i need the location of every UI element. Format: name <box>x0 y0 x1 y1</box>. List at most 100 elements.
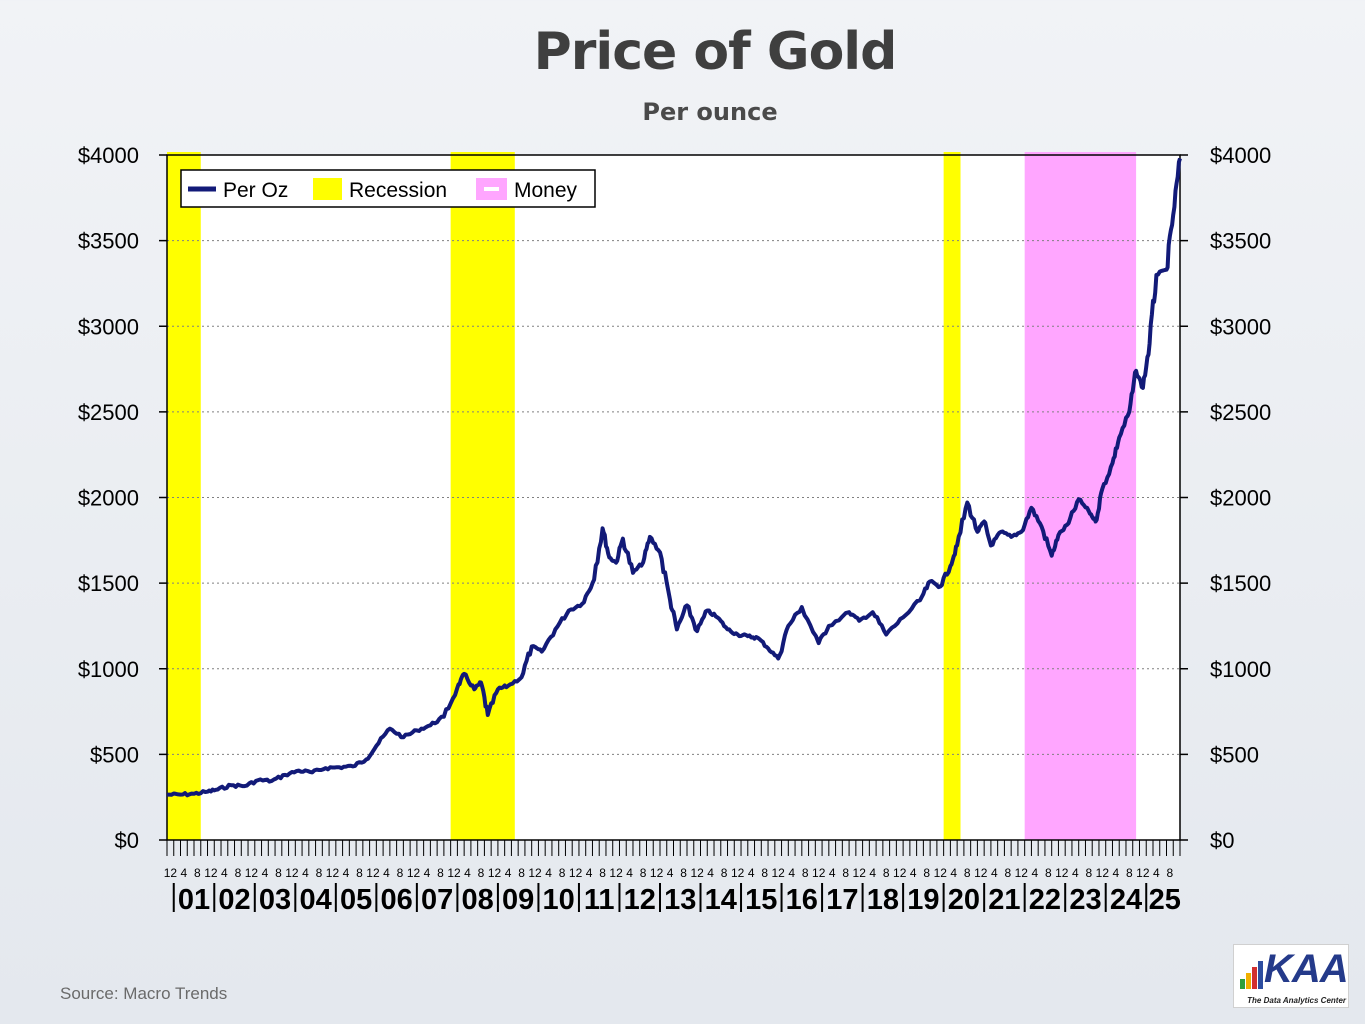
y-tick-label-left: $500 <box>90 742 139 767</box>
y-tick-label-right: $1500 <box>1210 571 1271 596</box>
legend-label-money: Money <box>514 179 578 202</box>
x-year-label: 01 <box>178 884 210 916</box>
x-year-label: 04 <box>299 884 331 916</box>
x-month-label: 12 <box>528 866 542 880</box>
x-month-label: 4 <box>383 866 390 880</box>
y-tick-label-right: $2500 <box>1210 400 1271 425</box>
legend <box>180 169 596 208</box>
x-month-label: 12 <box>366 866 380 880</box>
x-month-label: 4 <box>505 866 512 880</box>
x-month-label: 4 <box>464 866 471 880</box>
y-tick-label-left: $2000 <box>78 486 139 511</box>
x-month-label: 12 <box>853 866 867 880</box>
x-year-label: 19 <box>907 884 939 916</box>
x-year-label: 15 <box>745 884 777 916</box>
x-month-label: 12 <box>690 866 704 880</box>
kaa-logo: KAA The Data Analytics Center <box>1233 944 1349 1008</box>
x-year-label: 24 <box>1110 884 1142 916</box>
x-month-label: 4 <box>262 866 269 880</box>
legend-label-per-oz: Per Oz <box>223 179 288 202</box>
y-tick-label-right: $4000 <box>1210 143 1271 168</box>
x-month-label: 4 <box>788 866 795 880</box>
x-year-label: 09 <box>502 884 534 916</box>
y-tick-label-right: $3500 <box>1210 229 1271 254</box>
x-month-label: 12 <box>974 866 988 880</box>
x-month-label: 12 <box>934 866 948 880</box>
x-month-label: 4 <box>991 866 998 880</box>
x-month-label: 4 <box>302 866 309 880</box>
x-month-label: 4 <box>707 866 714 880</box>
x-month-label: 4 <box>424 866 431 880</box>
y-tick-label-left: $3500 <box>78 229 139 254</box>
x-month-label: 8 <box>437 866 444 880</box>
x-month-label: 8 <box>194 866 201 880</box>
x-month-label: 4 <box>829 866 836 880</box>
x-month-label: 12 <box>164 866 178 880</box>
x-month-label: 12 <box>1015 866 1029 880</box>
x-month-label: 8 <box>397 866 404 880</box>
x-year-label: 06 <box>380 884 412 916</box>
y-tick-label-left: $3000 <box>78 314 139 339</box>
x-month-label: 8 <box>1085 866 1092 880</box>
chart-subtitle: Per ounce <box>642 98 778 126</box>
x-month-label: 12 <box>1096 866 1110 880</box>
legend-money-mark <box>484 187 499 191</box>
series-line-per-oz <box>167 157 1182 798</box>
x-year-label: 25 <box>1149 884 1181 916</box>
y-tick-label-right: $0 <box>1210 828 1234 853</box>
y-tick-label-left: $1000 <box>78 657 139 682</box>
legend-recession-swatch <box>313 178 342 200</box>
x-month-label: 8 <box>1167 866 1174 880</box>
x-month-label: 12 <box>569 866 583 880</box>
x-month-label: 8 <box>518 866 525 880</box>
x-month-label: 8 <box>599 866 606 880</box>
source-note: Source: Macro Trends <box>60 984 228 1003</box>
x-month-label: 12 <box>650 866 664 880</box>
x-month-label: 8 <box>478 866 485 880</box>
x-month-label: 4 <box>1153 866 1160 880</box>
x-month-label: 12 <box>1055 866 1069 880</box>
x-year-label: 18 <box>867 884 899 916</box>
x-month-label: 4 <box>181 866 188 880</box>
x-month-label: 4 <box>343 866 350 880</box>
x-month-label: 8 <box>559 866 566 880</box>
x-month-label: 12 <box>407 866 421 880</box>
x-year-label: 11 <box>584 884 615 916</box>
x-year-label: 07 <box>421 884 453 916</box>
logo-text: KAA <box>1264 947 1349 991</box>
x-month-label: 8 <box>883 866 890 880</box>
x-month-label: 4 <box>748 866 755 880</box>
x-month-label: 8 <box>316 866 323 880</box>
chart-title: Price of Gold <box>533 22 898 82</box>
x-year-label: 21 <box>988 884 1020 916</box>
x-month-label: 12 <box>771 866 785 880</box>
x-month-label: 8 <box>1126 866 1133 880</box>
x-month-label: 12 <box>1136 866 1150 880</box>
y-tick-label-left: $1500 <box>78 571 139 596</box>
x-month-label: 12 <box>245 866 259 880</box>
y-tick-label-right: $2000 <box>1210 486 1271 511</box>
x-month-label: 12 <box>204 866 218 880</box>
legend-box <box>180 169 596 208</box>
x-month-label: 8 <box>356 866 363 880</box>
x-month-label: 8 <box>923 866 930 880</box>
recession-band <box>943 152 961 840</box>
x-year-label: 12 <box>624 884 656 916</box>
x-month-label: 4 <box>1072 866 1079 880</box>
x-year-label: 14 <box>705 884 737 916</box>
x-month-label: 4 <box>910 866 917 880</box>
x-month-label: 4 <box>626 866 633 880</box>
x-month-label: 8 <box>721 866 728 880</box>
x-year-label: 08 <box>462 884 494 916</box>
x-year-label: 10 <box>543 884 575 916</box>
y-tick-label-right: $500 <box>1210 742 1259 767</box>
legend-label-recession: Recession <box>349 179 447 202</box>
money-band <box>1024 152 1137 840</box>
x-year-label: 17 <box>826 884 858 916</box>
x-year-label: 23 <box>1069 884 1101 916</box>
x-month-label: 4 <box>545 866 552 880</box>
x-month-label: 12 <box>731 866 745 880</box>
x-month-label: 8 <box>1045 866 1052 880</box>
y-tick-label-left: $2500 <box>78 400 139 425</box>
